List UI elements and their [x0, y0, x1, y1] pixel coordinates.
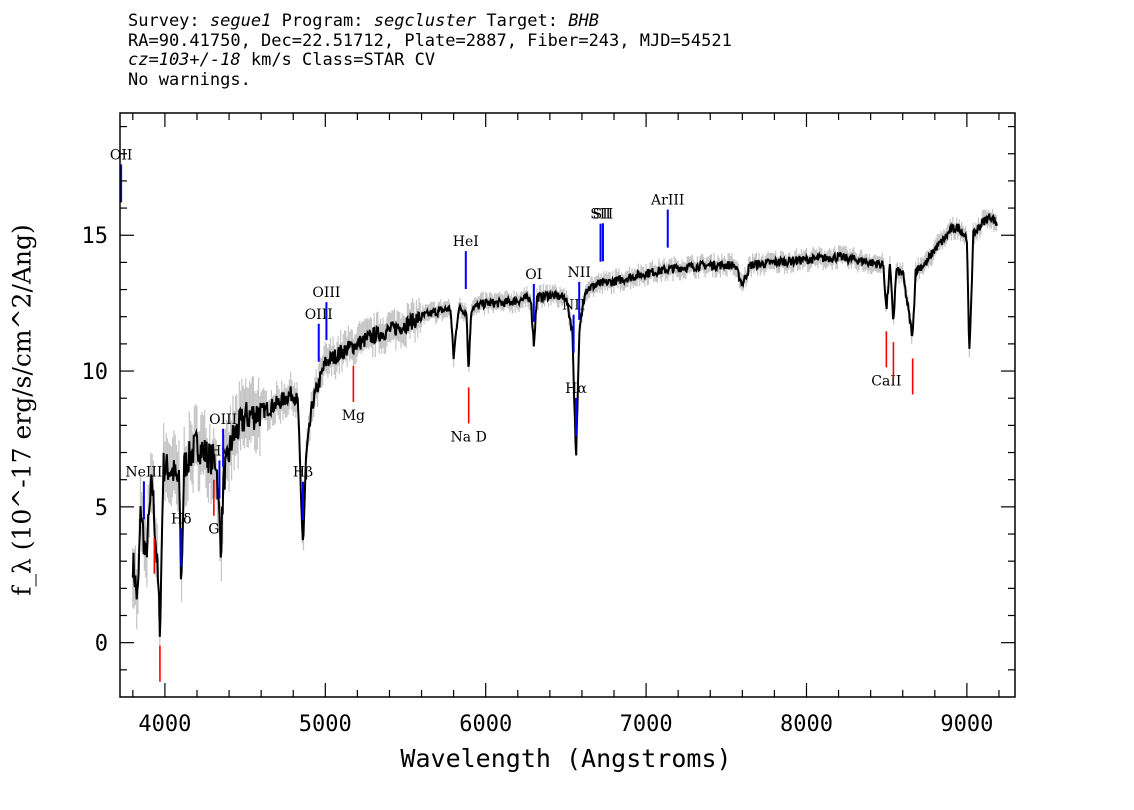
annotation-label-10: NII [562, 298, 585, 314]
header-line-1: Survey: segue1 Program: segcluster Targe… [128, 11, 732, 32]
x-tick-label: 6000 [459, 712, 512, 737]
spectrum-line [131, 213, 998, 637]
x-tick-label: 4000 [138, 712, 191, 737]
spectrum-header: Survey: segue1 Program: segcluster Targe… [128, 11, 732, 90]
noise-band [132, 208, 997, 667]
spectrum-line-group [131, 213, 998, 637]
x-tick-label: 5000 [299, 712, 352, 737]
y-axis-label-text: f_λ (10^-17 erg/s/cm^2/Ang) [7, 224, 37, 596]
annotation-label-11: Hα [565, 381, 587, 397]
header-line-2: RA=90.41750, Dec=22.51712, Plate=2887, F… [128, 30, 732, 51]
line-annotations: OII NeIII Hδ Hγ OIII Hβ OIII OIII HeI OI NII Hα NII S… [110, 147, 914, 682]
annotation-label-20: Na D [451, 429, 487, 445]
class-value: Class=STAR CV [302, 50, 436, 70]
annotation-label-3: Hγ [209, 443, 230, 459]
annotation-label-12: NII [568, 265, 591, 281]
annotation-label-6: OIII [305, 307, 333, 323]
annotation-label-21: CaII [871, 373, 901, 389]
survey-label: Survey: [128, 11, 200, 31]
y-tick-label: 5 [95, 496, 108, 521]
survey-value: segue1 [209, 11, 272, 31]
annotation-label-18: G [208, 522, 219, 538]
target-value: BHB [568, 11, 599, 31]
annotation-label-2: Hδ [171, 511, 192, 527]
axis-ticks: 4000 5000 6000 7000 8000 9000 0 5 10 15 [82, 113, 1015, 737]
program-label: Program: [281, 11, 364, 31]
x-tick-label: 8000 [780, 712, 833, 737]
plot-frame [119, 112, 1016, 698]
annotation-label-0: OII [110, 147, 133, 163]
program-value: segcluster [373, 11, 477, 31]
cz-unit: km/s [250, 50, 292, 70]
header-line-3: cz=103+/-18 km/s Class=STAR CV [128, 50, 732, 71]
y-tick-label: 15 [82, 224, 109, 249]
annotation-label-7: OIII [312, 285, 340, 301]
target-label: Target: [486, 11, 558, 31]
x-tick-label: 7000 [620, 712, 673, 737]
annotation-label-19: Mg [342, 408, 365, 424]
x-tick-label: 9000 [940, 712, 993, 737]
annotation-label-8: HeI [453, 234, 479, 250]
y-tick-label: 0 [95, 632, 108, 657]
annotation-label-5: Hβ [293, 465, 313, 481]
header-line-4: No warnings. [128, 69, 251, 90]
cz-value: cz=103+/-18 [128, 50, 241, 70]
y-tick-label: 10 [82, 360, 109, 385]
annotation-label-14: SII [593, 206, 614, 222]
annotation-label-9: OI [525, 267, 542, 283]
annotation-label-1: NeIII [125, 464, 162, 480]
annotation-label-4: OIII [209, 412, 237, 428]
annotation-label-15: ArIII [650, 193, 684, 209]
noise-band-path [132, 208, 997, 667]
annotation-label-13: SII [590, 207, 611, 223]
x-axis-label: Wavelength (Angstroms) [400, 744, 732, 773]
